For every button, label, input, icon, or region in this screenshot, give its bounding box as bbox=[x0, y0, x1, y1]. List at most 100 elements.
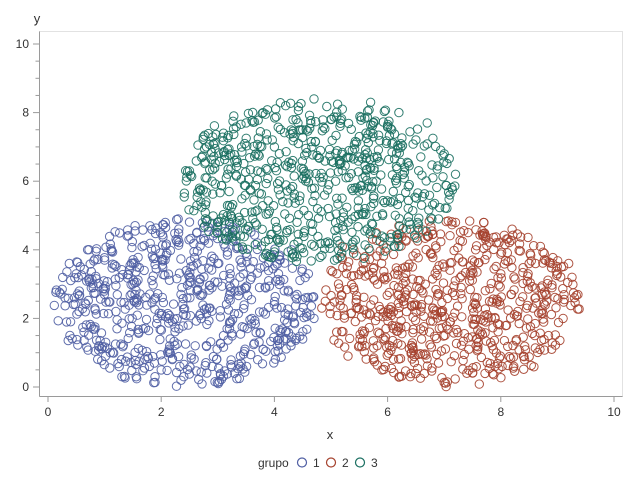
data-point bbox=[238, 269, 249, 279]
data-point bbox=[247, 207, 257, 217]
data-point bbox=[473, 258, 484, 268]
data-point bbox=[387, 342, 397, 352]
data-point bbox=[293, 118, 303, 128]
data-point bbox=[299, 231, 309, 242]
data-point bbox=[261, 163, 271, 174]
data-point bbox=[369, 343, 379, 353]
data-point bbox=[463, 227, 473, 238]
data-point bbox=[99, 255, 110, 265]
data-point bbox=[536, 335, 547, 346]
data-point bbox=[142, 351, 153, 362]
data-point bbox=[539, 287, 550, 297]
data-point bbox=[535, 241, 546, 252]
data-point bbox=[175, 361, 185, 372]
data-point bbox=[437, 312, 447, 322]
data-point bbox=[341, 268, 352, 279]
data-point bbox=[388, 196, 399, 206]
data-point bbox=[298, 334, 308, 344]
data-point bbox=[371, 229, 381, 239]
data-point bbox=[521, 303, 532, 313]
data-point bbox=[350, 316, 360, 327]
data-point bbox=[476, 352, 487, 363]
data-point bbox=[500, 255, 511, 266]
data-point bbox=[179, 188, 190, 198]
data-point bbox=[456, 340, 467, 350]
data-point bbox=[283, 327, 294, 338]
data-point bbox=[309, 94, 319, 104]
data-point bbox=[392, 163, 402, 174]
data-point bbox=[306, 118, 316, 129]
data-point bbox=[254, 337, 264, 347]
data-point bbox=[209, 121, 220, 131]
data-point bbox=[404, 179, 414, 190]
data-point bbox=[208, 211, 218, 221]
data-point bbox=[355, 111, 365, 122]
data-point bbox=[419, 368, 430, 379]
data-point bbox=[340, 242, 350, 253]
data-point bbox=[447, 217, 457, 227]
data-point bbox=[306, 256, 316, 266]
data-point bbox=[132, 374, 142, 384]
data-point bbox=[72, 309, 82, 319]
data-point bbox=[242, 244, 253, 255]
data-point bbox=[333, 199, 343, 209]
data-point bbox=[247, 116, 257, 126]
data-point bbox=[91, 244, 102, 254]
data-point bbox=[202, 368, 212, 378]
data-point bbox=[156, 350, 166, 360]
data-point bbox=[335, 121, 345, 132]
data-point bbox=[125, 290, 135, 301]
data-point bbox=[348, 248, 359, 258]
legend-title: grupo bbox=[258, 456, 289, 470]
data-point bbox=[143, 325, 154, 336]
data-point bbox=[541, 255, 551, 266]
data-point bbox=[128, 258, 139, 268]
data-point bbox=[221, 173, 232, 183]
data-point bbox=[381, 138, 392, 149]
data-point bbox=[394, 107, 404, 118]
data-point bbox=[334, 338, 344, 348]
data-point bbox=[253, 133, 263, 143]
data-point bbox=[200, 173, 210, 183]
data-point bbox=[192, 228, 202, 238]
data-point bbox=[156, 325, 167, 335]
data-point bbox=[293, 237, 303, 247]
data-point bbox=[186, 233, 196, 244]
data-point bbox=[347, 280, 357, 290]
data-point bbox=[424, 295, 434, 305]
data-point bbox=[556, 272, 566, 282]
data-point bbox=[347, 227, 357, 238]
data-point bbox=[85, 259, 95, 269]
data-point bbox=[200, 158, 210, 169]
data-point bbox=[158, 232, 168, 242]
data-point bbox=[363, 106, 373, 116]
data-point bbox=[276, 352, 286, 362]
data-point bbox=[254, 188, 264, 198]
data-point bbox=[273, 335, 283, 346]
data-point bbox=[427, 363, 437, 373]
data-point bbox=[72, 289, 83, 299]
data-point bbox=[234, 212, 244, 223]
data-point bbox=[430, 141, 441, 152]
data-point bbox=[406, 348, 416, 359]
data-point bbox=[479, 229, 489, 239]
data-point bbox=[504, 352, 514, 362]
x-tick-label: 6 bbox=[384, 405, 391, 419]
data-point bbox=[418, 350, 428, 360]
data-point bbox=[489, 264, 499, 274]
data-point bbox=[200, 207, 211, 218]
data-point bbox=[455, 272, 465, 283]
data-point bbox=[451, 324, 461, 335]
data-point bbox=[503, 305, 513, 315]
data-point bbox=[389, 280, 399, 291]
data-point bbox=[186, 277, 196, 287]
data-point bbox=[331, 209, 341, 219]
data-point bbox=[90, 303, 100, 314]
data-point bbox=[299, 166, 309, 177]
data-point bbox=[84, 274, 94, 285]
data-point bbox=[184, 217, 195, 227]
data-point bbox=[435, 229, 446, 239]
data-point bbox=[398, 296, 409, 306]
data-point bbox=[54, 287, 65, 297]
data-point bbox=[332, 254, 342, 264]
